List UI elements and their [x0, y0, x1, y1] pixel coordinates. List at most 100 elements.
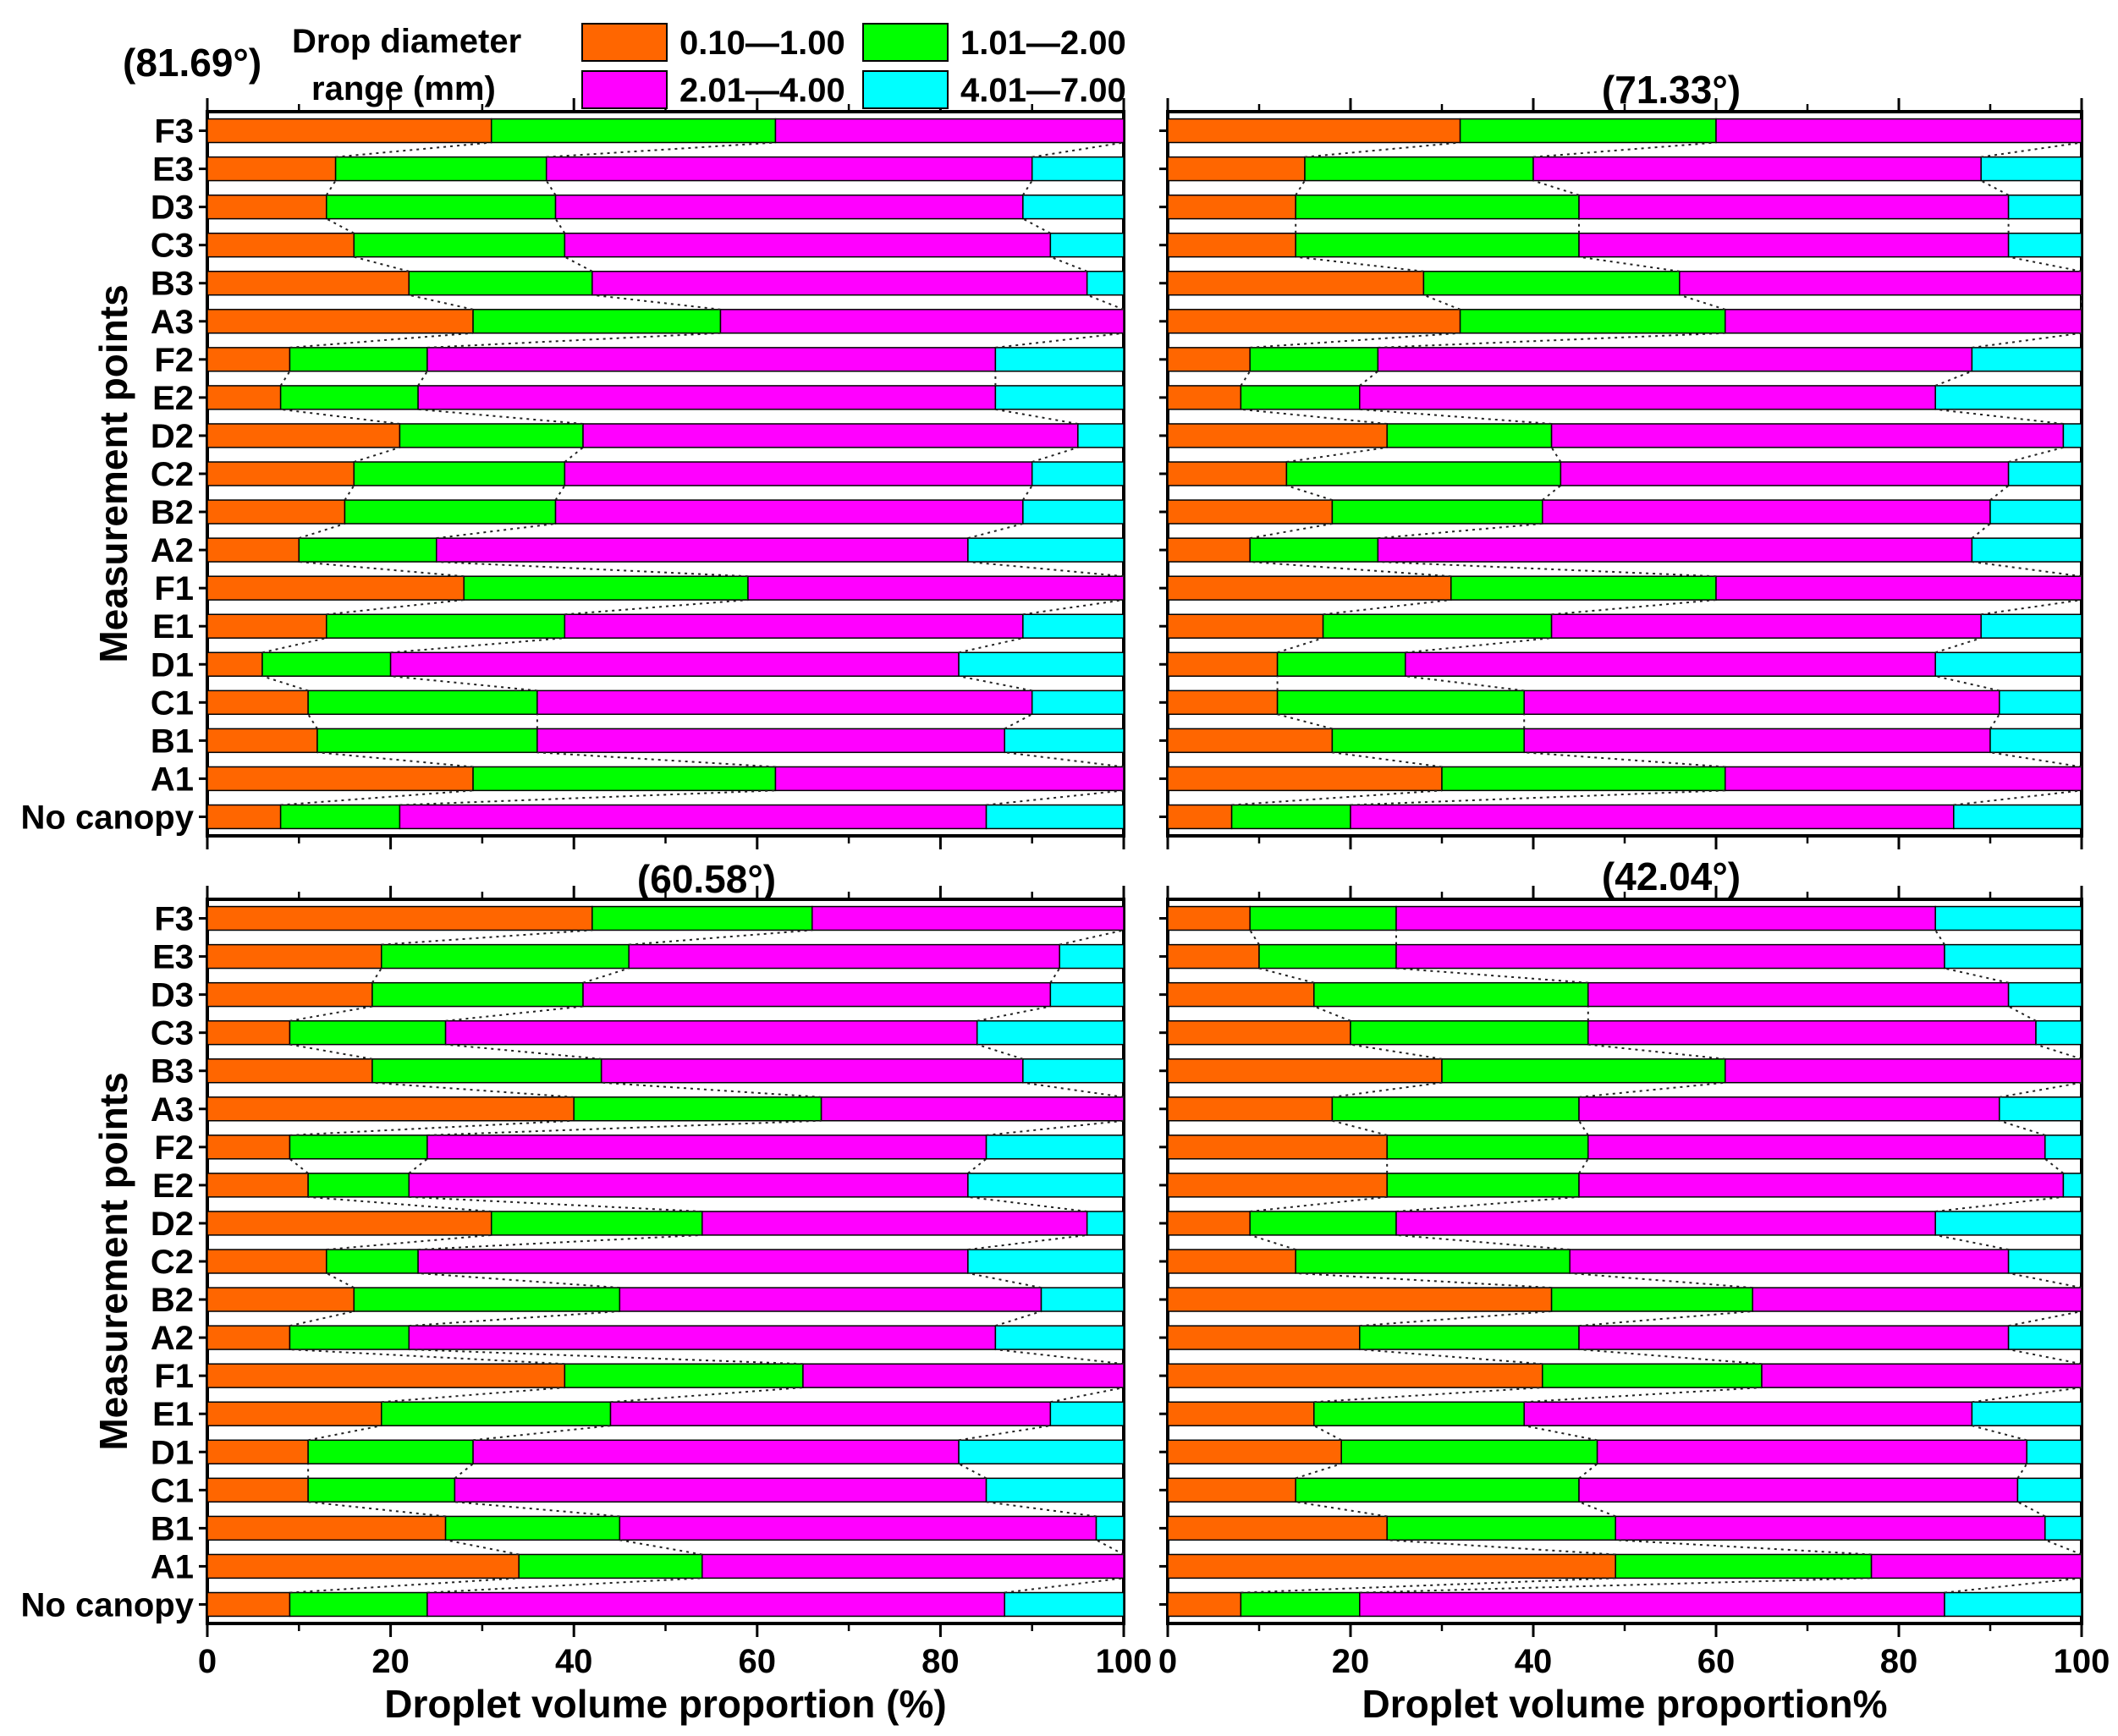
connector-line [1240, 371, 1252, 387]
y-tick-label: B1 [151, 722, 194, 760]
bar-segment [1359, 1591, 1945, 1618]
bar-segment [1386, 1134, 1589, 1160]
connector-line [417, 371, 428, 387]
bar-segment [1167, 537, 1251, 563]
bar-segment [417, 1249, 969, 1274]
bar-segment [279, 804, 401, 830]
bar-segment [1040, 1287, 1125, 1312]
y-tick-label: F3 [154, 113, 194, 151]
connector-line [353, 446, 400, 463]
bar-segment [206, 1363, 566, 1388]
connector-line [1304, 141, 1461, 158]
connector-line [1286, 446, 1388, 464]
connector-line [289, 1158, 309, 1174]
bar-segment [1980, 613, 2082, 639]
bar-segment [326, 1249, 419, 1274]
bar-segment [206, 1401, 382, 1426]
connector-line [381, 1387, 565, 1404]
y-tick-label: E2 [152, 380, 194, 417]
bar-segment [591, 271, 1088, 296]
connector-line [261, 675, 309, 692]
bar-segment [1167, 651, 1279, 677]
panel-title: (81.69°) [123, 41, 261, 85]
connector-line [1004, 751, 1125, 768]
bar-segment [1049, 981, 1125, 1008]
bar-segment [1532, 156, 1982, 182]
bar-segment [1578, 1096, 2000, 1122]
connector-line [1989, 713, 2000, 729]
connector-line [1258, 967, 1315, 984]
connector-line [958, 637, 1024, 654]
connector-line [308, 1501, 446, 1518]
legend-label: 4.01—7.00 [960, 72, 1126, 109]
y-tick-label: C2 [151, 456, 194, 493]
connector-line [1524, 751, 1725, 768]
bar-segment [1240, 1591, 1361, 1618]
bar-segment [958, 651, 1125, 677]
bar-segment [408, 271, 593, 296]
bar-segment [472, 1439, 960, 1464]
bar-segment [545, 156, 1033, 182]
bar-segment [1167, 1134, 1388, 1160]
bar-segment [564, 232, 1052, 258]
bar-segment [206, 423, 401, 448]
bar-segment [326, 194, 557, 220]
bar-segment [1441, 1058, 1726, 1084]
bar-segment [298, 537, 437, 563]
connector-line [1022, 217, 1051, 234]
connector-line [958, 675, 1032, 692]
connector-line [564, 447, 584, 463]
bar-segment [316, 728, 538, 754]
bar-segment [1167, 118, 1461, 144]
bar-segment [628, 943, 1060, 970]
connector-line [326, 1272, 355, 1288]
connector-line [289, 1005, 373, 1022]
bar-segment [1596, 1439, 2027, 1464]
y-axis-label: Measurement points [91, 1072, 135, 1450]
connector-line [591, 294, 721, 310]
connector-line [1972, 561, 2082, 578]
connector-line [445, 1043, 602, 1060]
connector-line [1295, 1463, 1342, 1480]
bar-segment [985, 1134, 1125, 1160]
bar-segment [1550, 1287, 1753, 1312]
connector-line [1378, 332, 1725, 349]
bar-segment [1523, 728, 1991, 754]
connector-line [564, 599, 749, 616]
bar-segment [1999, 1096, 2082, 1122]
bar-segment [206, 499, 346, 525]
bar-segment [2044, 1515, 2082, 1541]
connector-line [445, 1005, 584, 1022]
bar-segment [1322, 613, 1553, 639]
bar-segment [1350, 1019, 1589, 1046]
bar-segment [2062, 1173, 2082, 1198]
connector-line [1980, 179, 2010, 196]
y-tick-label: E1 [152, 1396, 194, 1433]
bar-segment [1359, 385, 1936, 410]
connector-line [976, 1005, 1051, 1022]
bar-segment [206, 1591, 291, 1618]
panel-title: (60.58°) [637, 857, 776, 901]
bar-segment [1004, 1591, 1125, 1618]
connector-line [344, 485, 355, 501]
bar-segment [206, 1058, 373, 1084]
bar-segment [1167, 1058, 1443, 1084]
connector-line [409, 294, 474, 310]
connector-line [967, 1233, 1087, 1251]
bar-segment [206, 766, 474, 792]
connector-line [1378, 561, 1717, 578]
bar-segment [1077, 423, 1125, 448]
bar-segment [1587, 981, 2010, 1008]
connector-line [1972, 1425, 2027, 1442]
connector-line [545, 180, 557, 196]
legend-label: 2.01—4.00 [679, 72, 845, 109]
bar-segment [2062, 423, 2082, 448]
bar-segment [1240, 385, 1361, 410]
chart-panel-3: No canopyA1B1C1D1E1F1A2B2C2D2E2F2A3B3C3D… [21, 857, 1153, 1726]
legend-label: 1.01—2.00 [960, 25, 1126, 62]
y-tick-label: F2 [154, 342, 194, 379]
bar-segment [381, 1401, 612, 1426]
connector-line [995, 1310, 1042, 1327]
bar-segment [1989, 499, 2082, 525]
bar-segment [2026, 1439, 2082, 1464]
